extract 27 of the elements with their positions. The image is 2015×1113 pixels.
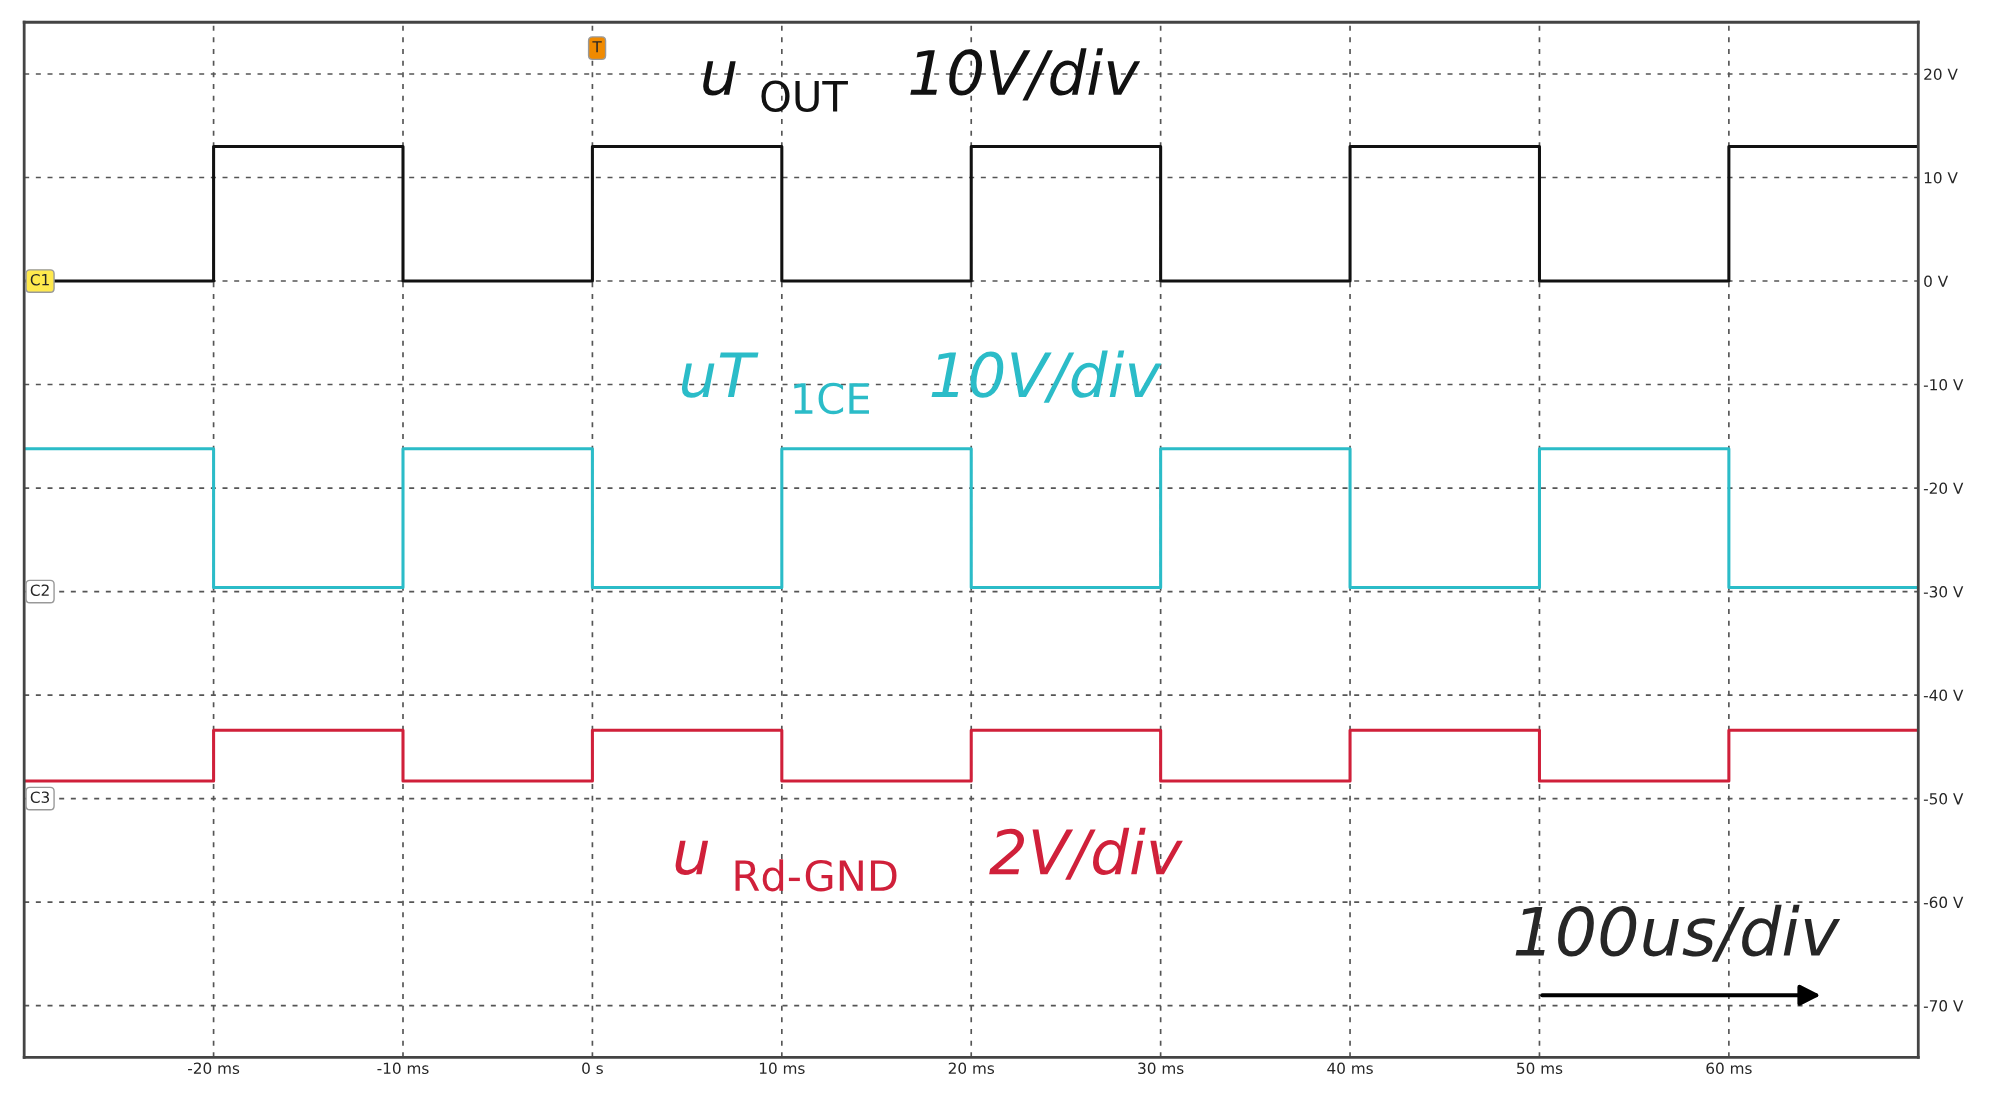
text: uOUT 10V/div — [703, 48, 1141, 112]
x-tick-label: 30 ms — [1138, 1062, 1184, 1075]
y-tick-label: -40 V — [1923, 689, 1964, 702]
annotation: C1 — [30, 273, 49, 286]
text: uT1CE 10V/div — [681, 350, 1162, 415]
x-tick-label: 0 s — [582, 1062, 603, 1075]
y-tick-label: -10 V — [1923, 379, 1964, 391]
x-tick-label: 60 ms — [1706, 1062, 1752, 1075]
y-tick-label: -20 V — [1923, 482, 1964, 495]
x-tick-label: 50 ms — [1517, 1062, 1563, 1075]
y-tick-label: 10 V — [1924, 171, 1958, 184]
x-tick-label: 20 ms — [948, 1062, 995, 1075]
x-tick-label: 40 ms — [1327, 1062, 1373, 1075]
y-tick-label: 0 V — [1924, 275, 1949, 288]
y-tick-label: -30 V — [1923, 586, 1964, 598]
annotation: C2 — [30, 584, 49, 596]
x-tick-label: -20 ms — [188, 1062, 240, 1075]
y-tick-label: -60 V — [1923, 896, 1964, 909]
annotation: C3 — [30, 791, 50, 804]
annotation: T — [592, 41, 602, 53]
x-tick-label: 10 ms — [759, 1062, 805, 1075]
y-tick-label: -50 V — [1923, 793, 1964, 805]
x-tick-label: -10 ms — [377, 1062, 429, 1075]
text: uRd-GND 2V/div — [675, 827, 1183, 892]
annotation: 100us/div — [1515, 904, 1841, 962]
y-tick-label: -70 V — [1923, 1000, 1964, 1012]
y-tick-label: 20 V — [1924, 68, 1958, 81]
